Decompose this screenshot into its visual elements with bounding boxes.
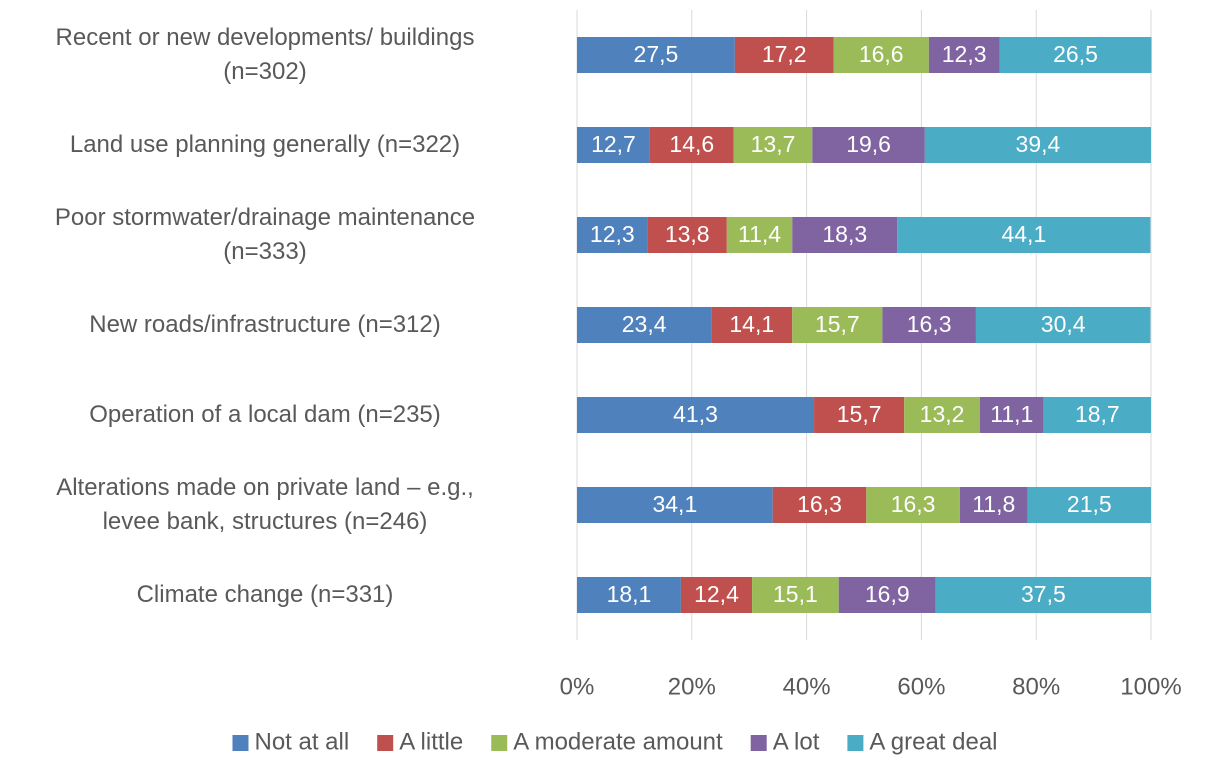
- legend-swatch: [232, 735, 249, 751]
- bar-segment: [577, 487, 773, 523]
- bar-segment: [814, 397, 905, 433]
- x-tick-label: 40%: [783, 673, 831, 700]
- data-label: 18,1: [607, 581, 652, 607]
- bar-segment: [812, 127, 925, 163]
- data-label: 11,4: [738, 221, 781, 247]
- data-label: 27,5: [634, 41, 679, 67]
- data-label: 11,1: [990, 401, 1033, 427]
- data-label: 18,3: [822, 221, 867, 247]
- bar-segment: [649, 127, 734, 163]
- data-label: 16,3: [797, 491, 842, 517]
- bar-segment: [904, 397, 980, 433]
- bar-segment: [882, 307, 976, 343]
- data-label: 12,3: [942, 41, 987, 67]
- data-label: 41,3: [673, 401, 718, 427]
- data-label: 11,8: [972, 491, 1015, 517]
- data-label: 30,4: [1041, 311, 1086, 337]
- legend-swatch: [750, 735, 767, 751]
- bar-segment: [792, 217, 898, 253]
- bar-segment: [772, 487, 867, 523]
- bar-segment: [577, 127, 650, 163]
- bar-segment: [924, 127, 1151, 163]
- data-label: 26,5: [1053, 41, 1098, 67]
- data-label: 13,8: [665, 221, 710, 247]
- bar-segment: [577, 37, 735, 73]
- bar-segment: [866, 487, 960, 523]
- data-label: 12,7: [591, 131, 636, 157]
- legend-label: Not at all: [254, 728, 349, 755]
- bar-segment: [734, 37, 834, 73]
- x-tick-label: 60%: [897, 673, 945, 700]
- bar-segment: [577, 217, 648, 253]
- bar-segment: [959, 487, 1028, 523]
- data-label: 14,1: [729, 311, 774, 337]
- data-label: 16,6: [859, 41, 904, 67]
- category-label: Climate change (n=331): [136, 581, 394, 608]
- data-label: 12,3: [590, 221, 635, 247]
- x-tick-label: 80%: [1012, 673, 1060, 700]
- data-label: 15,1: [773, 581, 818, 607]
- data-label: 13,2: [920, 401, 965, 427]
- legend-swatch: [847, 735, 864, 751]
- bar-segment: [979, 397, 1044, 433]
- data-label: 39,4: [1016, 131, 1061, 157]
- data-label: 14,6: [669, 131, 714, 157]
- data-label: 16,9: [865, 581, 910, 607]
- bar-segment: [577, 397, 815, 433]
- category-label: Recent or new developments/ buildings (n…: [55, 24, 475, 85]
- data-label: 34,1: [652, 491, 697, 517]
- bar-segment: [752, 577, 839, 613]
- bar-segment: [935, 577, 1151, 613]
- data-label: 23,4: [622, 311, 667, 337]
- category-label: New roads/infrastructure (n=312): [89, 311, 441, 338]
- legend-swatch: [377, 735, 394, 751]
- bar-segment: [733, 127, 813, 163]
- bar-segment: [1043, 397, 1151, 433]
- bar-segment: [1027, 487, 1151, 523]
- data-label: 17,2: [762, 41, 807, 67]
- category-label: Alterations made on private land – e.g.,…: [56, 474, 474, 535]
- data-label: 15,7: [815, 311, 860, 337]
- legend-label: A lot: [773, 728, 820, 755]
- data-label: 12,4: [694, 581, 739, 607]
- bar-segment: [833, 37, 929, 73]
- bar-segment: [928, 37, 1000, 73]
- legend-label: A moderate amount: [513, 728, 723, 755]
- data-label: 37,5: [1021, 581, 1066, 607]
- bar-segment: [680, 577, 753, 613]
- bar-segment: [838, 577, 936, 613]
- bar-segment: [975, 307, 1151, 343]
- category-label: Poor stormwater/drainage maintenance (n=…: [54, 204, 476, 265]
- category-label: Operation of a local dam (n=235): [89, 401, 441, 428]
- bar-segment: [711, 307, 793, 343]
- legend-label: A great deal: [869, 728, 997, 755]
- legend-label: A little: [399, 728, 463, 755]
- bar-segment: [792, 307, 883, 343]
- data-label: 16,3: [907, 311, 952, 337]
- data-label: 18,7: [1075, 401, 1120, 427]
- bar-segment: [726, 217, 793, 253]
- legend-swatch: [491, 735, 508, 751]
- bar-segment: [577, 307, 712, 343]
- x-tick-label: 100%: [1120, 673, 1181, 700]
- bar-segment: [999, 37, 1152, 73]
- category-label: Land use planning generally (n=322): [69, 131, 461, 158]
- data-label: 44,1: [1001, 221, 1046, 247]
- bar-segment: [577, 577, 681, 613]
- data-label: 21,5: [1067, 491, 1112, 517]
- x-tick-label: 0%: [560, 673, 595, 700]
- bar-segment: [897, 217, 1151, 253]
- x-tick-label: 20%: [668, 673, 716, 700]
- data-label: 13,7: [751, 131, 796, 157]
- bar-segment: [647, 217, 727, 253]
- data-label: 15,7: [837, 401, 882, 427]
- data-label: 19,6: [846, 131, 891, 157]
- data-label: 16,3: [891, 491, 936, 517]
